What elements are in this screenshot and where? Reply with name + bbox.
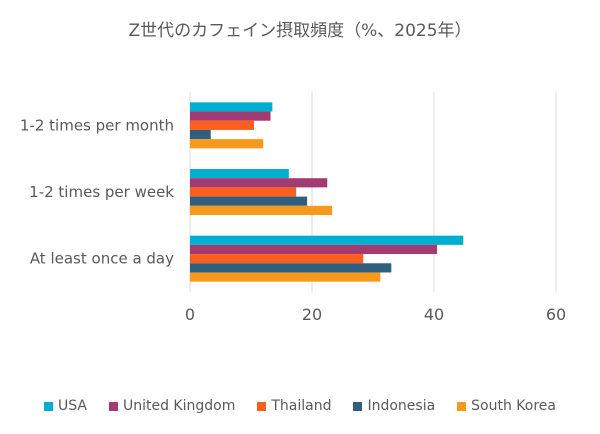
x-tick-label: 60	[546, 305, 566, 324]
bar-south-korea-1	[190, 205, 333, 215]
legend: USA United Kingdom Thailand Indonesia South …	[0, 398, 600, 414]
x-tick-label: 20	[302, 305, 322, 324]
bar-united-kingdom-1	[190, 178, 328, 188]
bar-thailand-0	[190, 120, 255, 130]
bar-usa-0	[190, 102, 273, 112]
bar-thailand-2	[190, 254, 364, 264]
category-label: 1-2 times per week	[29, 183, 174, 201]
legend-swatch	[108, 401, 118, 411]
bar-south-korea-2	[190, 272, 381, 282]
category-label: At least once a day	[30, 250, 174, 268]
legend-item: Thailand	[257, 398, 331, 414]
legend-swatch	[257, 401, 267, 411]
category-labels: 1-2 times per month 1-2 times per week At …	[20, 116, 174, 267]
bar-thailand-1	[190, 187, 297, 197]
legend-label: United Kingdom	[122, 398, 236, 414]
bar-indonesia-0	[190, 129, 211, 140]
legend-swatch	[353, 401, 363, 411]
legend-label: Indonesia	[367, 398, 436, 414]
x-tick-label: 40	[424, 305, 444, 324]
legend-label: South Korea	[471, 398, 556, 414]
chart-title: Z世代のカフェイン摂取頻度（%、2025年）	[128, 21, 472, 41]
bar-usa-2	[190, 235, 464, 245]
legend-item: USA	[43, 398, 87, 414]
category-label: 1-2 times per month	[20, 116, 174, 134]
legend-swatch	[457, 401, 467, 411]
x-tick-label: 0	[185, 305, 195, 324]
legend-label: USA	[57, 398, 87, 414]
legend-item: Indonesia	[353, 398, 435, 414]
bars	[190, 102, 464, 282]
bar-united-kingdom-2	[190, 244, 438, 255]
bar-south-korea-0	[190, 139, 264, 149]
bar-usa-1	[190, 169, 289, 179]
x-tick-labels: 0 20 40 60	[185, 305, 566, 324]
legend-item: South Korea	[457, 398, 556, 414]
bar-united-kingdom-0	[190, 111, 271, 121]
legend-swatch	[43, 401, 53, 411]
legend-item: United Kingdom	[108, 398, 236, 414]
bar-indonesia-2	[190, 263, 392, 273]
legend-label: Thailand	[271, 398, 332, 414]
bar-indonesia-1	[190, 196, 308, 206]
